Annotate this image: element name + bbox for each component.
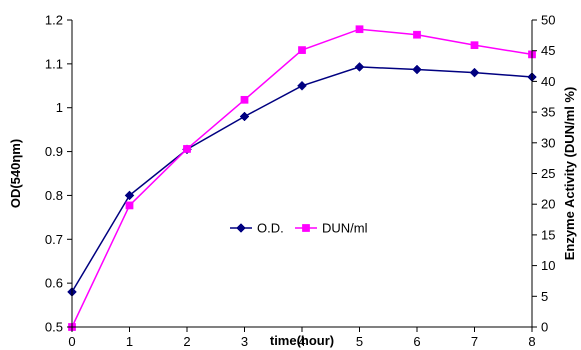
y-right-tick-label: 15 <box>541 227 555 242</box>
x-tick-label: 2 <box>183 334 190 349</box>
series-line <box>71 28 533 328</box>
data-point <box>125 201 134 210</box>
axis-layer: 0 1 2 3 4 5 6 7 80.50.60.70.80.911.11.2051015202… <box>45 13 556 350</box>
y-left-tick-label: 0.8 <box>45 188 63 203</box>
y-left-tick-label: 1 <box>56 100 63 115</box>
series-1 <box>67 62 537 297</box>
y-right-axis-title: Enzyme Activity (DUN/ml %) <box>562 87 577 261</box>
x-tick-label: 0 <box>68 334 75 349</box>
y-right-tick-label: 0 <box>541 320 548 335</box>
legend-item: DUN/ml <box>295 221 368 236</box>
y-right-tick-label: 40 <box>541 74 555 89</box>
y-right-tick-label: 10 <box>541 258 555 273</box>
y-left-tick-label: 0.7 <box>45 232 63 247</box>
x-tick-label: 6 <box>413 334 420 349</box>
y-left-tick-label: 0.6 <box>45 276 63 291</box>
x-axis-title: time(hour) <box>270 333 334 348</box>
legend-item: O.D. <box>230 221 284 236</box>
legend-label: DUN/ml <box>322 221 368 236</box>
data-point <box>355 25 364 34</box>
x-tick-label: 4 <box>298 334 305 349</box>
y-left-tick-label: 1.2 <box>45 13 63 28</box>
series-layer <box>67 25 537 331</box>
legend: O.D. DUN/ml <box>230 221 368 236</box>
data-point <box>240 95 249 104</box>
series-2 <box>68 25 536 331</box>
x-tick-label: 8 <box>528 334 535 349</box>
y-right-tick-label: 45 <box>541 43 555 58</box>
legend-label: O.D. <box>257 221 284 236</box>
y-left-axis-title: OD(540ηm) <box>8 139 23 208</box>
x-tick-label: 3 <box>241 334 248 349</box>
series-line <box>71 66 533 293</box>
data-point <box>412 64 422 75</box>
data-point <box>183 145 191 153</box>
y-right-tick-label: 20 <box>541 197 555 212</box>
y-left-tick-label: 1.1 <box>45 56 63 71</box>
y-right-tick-label: 5 <box>541 289 548 304</box>
y-right-tick-label: 30 <box>541 135 555 150</box>
legend-marker <box>302 224 310 232</box>
data-point <box>297 80 307 91</box>
y-right-tick-label: 35 <box>541 105 555 120</box>
data-point <box>470 41 479 50</box>
data-point <box>469 67 480 78</box>
x-tick-label: 5 <box>356 334 363 349</box>
data-point <box>124 190 135 201</box>
x-tick-label: 1 <box>126 334 133 349</box>
x-tick-label: 7 <box>471 334 478 349</box>
y-right-tick-label: 50 <box>541 13 555 28</box>
data-point <box>354 62 365 72</box>
y-left-tick-label: 0.9 <box>45 144 63 159</box>
data-point <box>298 46 306 54</box>
legend-marker <box>236 223 246 233</box>
data-point <box>413 30 421 39</box>
y-right-tick-label: 25 <box>541 166 555 181</box>
y-left-tick-label: 0.5 <box>45 320 63 335</box>
data-point <box>239 111 250 122</box>
